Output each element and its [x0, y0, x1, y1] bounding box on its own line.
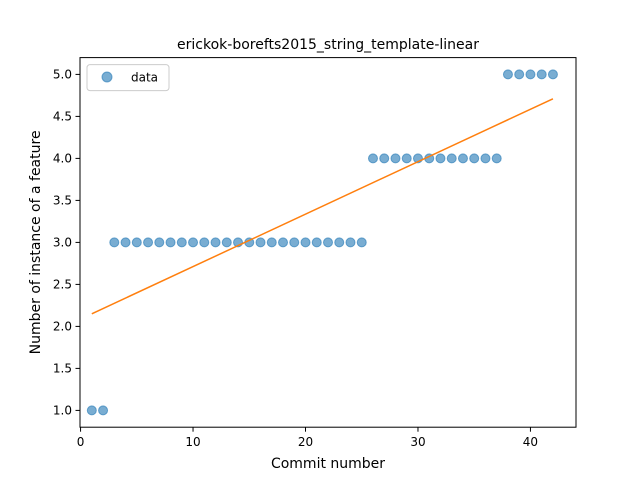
y-tick-label: 2.0 [53, 320, 72, 334]
y-tick-label: 1.0 [53, 404, 72, 418]
data-point [334, 237, 345, 248]
data-point [547, 69, 558, 80]
data-point [514, 69, 525, 80]
data-point [255, 237, 266, 248]
y-tick-label: 1.5 [53, 362, 72, 376]
data-point [188, 237, 199, 248]
data-point [176, 237, 187, 248]
x-tick-label: 40 [523, 435, 538, 449]
y-tick-label: 5.0 [53, 68, 72, 82]
y-tick-label: 4.0 [53, 152, 72, 166]
data-point [98, 405, 109, 416]
data-point [435, 153, 446, 164]
legend-label: data [131, 71, 158, 85]
data-point [367, 153, 378, 164]
data-point [199, 237, 210, 248]
y-tick-label: 2.5 [53, 278, 72, 292]
data-point [525, 69, 536, 80]
y-tick-label: 4.5 [53, 110, 72, 124]
data-point [491, 153, 502, 164]
trend-line [91, 98, 554, 315]
legend: data [86, 64, 170, 92]
chart-title: erickok-borefts2015_string_template-line… [177, 37, 479, 53]
axes-frame [79, 57, 577, 428]
legend-box [86, 64, 170, 92]
data-point [165, 237, 176, 248]
y-tick-label: 3.0 [53, 236, 72, 250]
data-point [86, 405, 97, 416]
data-point [109, 237, 120, 248]
data-point [356, 237, 367, 248]
data-point [323, 237, 333, 248]
axis-ticks: 0 10 20 30 40 1.0 1.5 2.0 2.5 3.0 3.5 4.0 4.5 5.0 [53, 68, 538, 450]
data-point [266, 237, 277, 248]
data-point [536, 69, 547, 80]
data-point [379, 153, 390, 164]
x-tick-label: 30 [410, 435, 425, 449]
data-point [480, 153, 491, 164]
y-axis-label: Number of instance of a feature [28, 130, 44, 354]
data-point [120, 237, 131, 248]
data-point [278, 237, 289, 248]
data-point [154, 237, 165, 248]
data-point [401, 153, 412, 164]
x-tick-label: 10 [185, 435, 200, 449]
data-point [289, 237, 300, 248]
legend-marker [101, 71, 113, 83]
data-point [502, 69, 513, 80]
plot-area [86, 69, 558, 416]
data-point [446, 153, 457, 164]
data-point [221, 237, 232, 248]
data-point [469, 153, 480, 164]
data-point [457, 153, 468, 164]
x-tick-label: 0 [77, 435, 85, 449]
x-tick-label: 20 [298, 435, 313, 449]
data-point [131, 237, 142, 248]
data-point [390, 153, 401, 164]
data-point [210, 237, 221, 248]
data-point [345, 237, 356, 248]
x-axis-label: Commit number [271, 456, 385, 472]
data-point [300, 237, 311, 248]
data-point [311, 237, 322, 248]
data-point [143, 237, 154, 248]
y-tick-label: 3.5 [53, 194, 72, 208]
